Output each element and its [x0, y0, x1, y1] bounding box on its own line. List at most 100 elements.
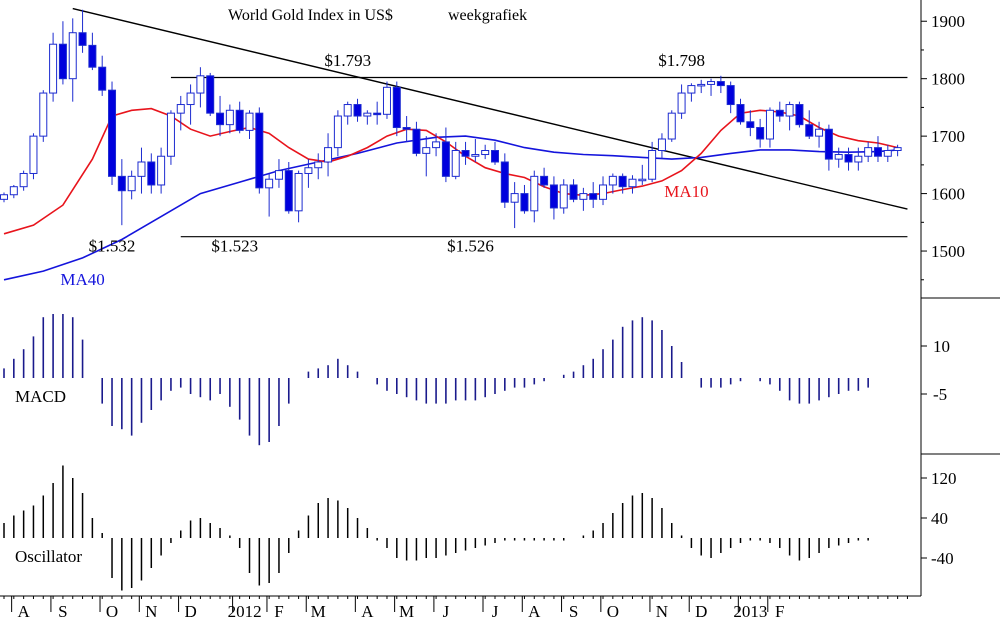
- price-tick-label: 1600: [931, 185, 965, 204]
- ma10-label: MA10: [664, 182, 708, 201]
- candle-body: [775, 109, 784, 117]
- candle-body: [510, 193, 519, 203]
- trendline: [72, 7, 908, 210]
- candle-body: [726, 85, 735, 106]
- x-tick-label: F: [274, 602, 283, 621]
- candle-body: [736, 104, 745, 123]
- x-tick-label: J: [492, 602, 499, 621]
- candle-body: [834, 154, 843, 160]
- x-tick-label: D: [695, 602, 707, 621]
- candle-body: [274, 170, 283, 180]
- price-annotation: $1.793: [324, 51, 371, 70]
- candle-body: [186, 92, 195, 106]
- x-tick-label: N: [145, 602, 157, 621]
- candle-body: [216, 112, 225, 126]
- candle-body: [343, 104, 352, 117]
- candle-body: [471, 154, 480, 157]
- x-tick-label: N: [656, 602, 668, 621]
- candle-body: [569, 184, 578, 200]
- candle-body: [88, 44, 97, 68]
- x-tick-label: 2012: [228, 602, 262, 621]
- candle-body: [108, 89, 117, 177]
- candle-body: [402, 127, 411, 130]
- candle-body: [49, 43, 58, 94]
- candle-body: [127, 175, 136, 192]
- x-tick-label: O: [106, 602, 118, 621]
- candle-body: [78, 32, 87, 46]
- candle-body: [677, 92, 686, 114]
- price-tick-label: 1900: [931, 12, 965, 31]
- candle-body: [176, 104, 185, 114]
- candle-body: [225, 109, 234, 126]
- x-tick-label: A: [528, 602, 541, 621]
- candle-body: [579, 193, 588, 200]
- candle-body: [117, 175, 126, 192]
- candle-body: [716, 81, 725, 87]
- candle-body: [255, 112, 264, 189]
- candle-body: [520, 193, 529, 212]
- candle-body: [39, 92, 48, 137]
- candle-body: [422, 147, 431, 154]
- candle-body: [559, 184, 568, 209]
- candle-body: [461, 150, 470, 157]
- candle-body: [864, 147, 873, 157]
- oscillator-tick-label: -40: [931, 549, 954, 568]
- candle-body: [353, 104, 362, 117]
- candle-body: [500, 161, 509, 203]
- candle-body: [235, 109, 244, 131]
- x-tick-label: M: [399, 602, 414, 621]
- candle-body: [324, 147, 333, 163]
- candle-body: [206, 75, 215, 114]
- candle-body: [815, 128, 824, 137]
- candle-body: [432, 141, 441, 149]
- candle-body: [451, 150, 460, 177]
- candle-body: [363, 112, 372, 117]
- candle-body: [58, 43, 67, 80]
- candle-body: [746, 121, 755, 129]
- candle-body: [166, 112, 175, 157]
- candle-body: [382, 86, 391, 115]
- price-tick-label: 1800: [931, 70, 965, 89]
- ma40-line: [3, 135, 898, 281]
- oscillator-tick-label: 120: [931, 469, 957, 488]
- candle-body: [795, 104, 804, 126]
- candle-body: [697, 83, 706, 87]
- macd-tick-label: -5: [933, 385, 947, 404]
- candle-body: [785, 104, 794, 117]
- chart-subtitle: weekgrafiek: [448, 7, 527, 24]
- candle-body: [441, 141, 450, 177]
- candle-body: [304, 167, 313, 174]
- candle-body: [893, 147, 902, 152]
- candle-body: [854, 155, 863, 163]
- price-tick-label: 1700: [931, 127, 965, 146]
- candle-body: [824, 128, 833, 160]
- candle-body: [196, 75, 205, 94]
- candle-body: [667, 112, 676, 140]
- candle-body: [147, 161, 156, 186]
- price-annotation: $1.523: [211, 237, 258, 256]
- candle-body: [805, 124, 814, 137]
- candle-body: [765, 109, 774, 140]
- price-annotation: $1.526: [447, 237, 494, 256]
- macd-panel-label: MACD: [15, 387, 66, 406]
- candle-body: [608, 175, 617, 186]
- oscillator-tick-label: 40: [931, 509, 948, 528]
- x-tick-label: 2013: [733, 602, 767, 621]
- x-tick-label: S: [569, 602, 578, 621]
- candle-body: [98, 66, 107, 91]
- candle-body: [638, 178, 647, 182]
- candle-body: [245, 112, 254, 131]
- candle-body: [589, 193, 598, 200]
- candle-body: [618, 175, 627, 188]
- oscillator-panel-label: Oscillator: [15, 547, 82, 566]
- price-tick-label: 1500: [931, 242, 965, 261]
- candle-body: [599, 184, 608, 200]
- candle-body: [549, 184, 558, 209]
- x-tick-label: M: [311, 602, 326, 621]
- candle-body: [9, 186, 18, 196]
- candle-body: [284, 170, 293, 212]
- candle-body: [756, 127, 765, 140]
- ma40-label: MA40: [60, 270, 104, 289]
